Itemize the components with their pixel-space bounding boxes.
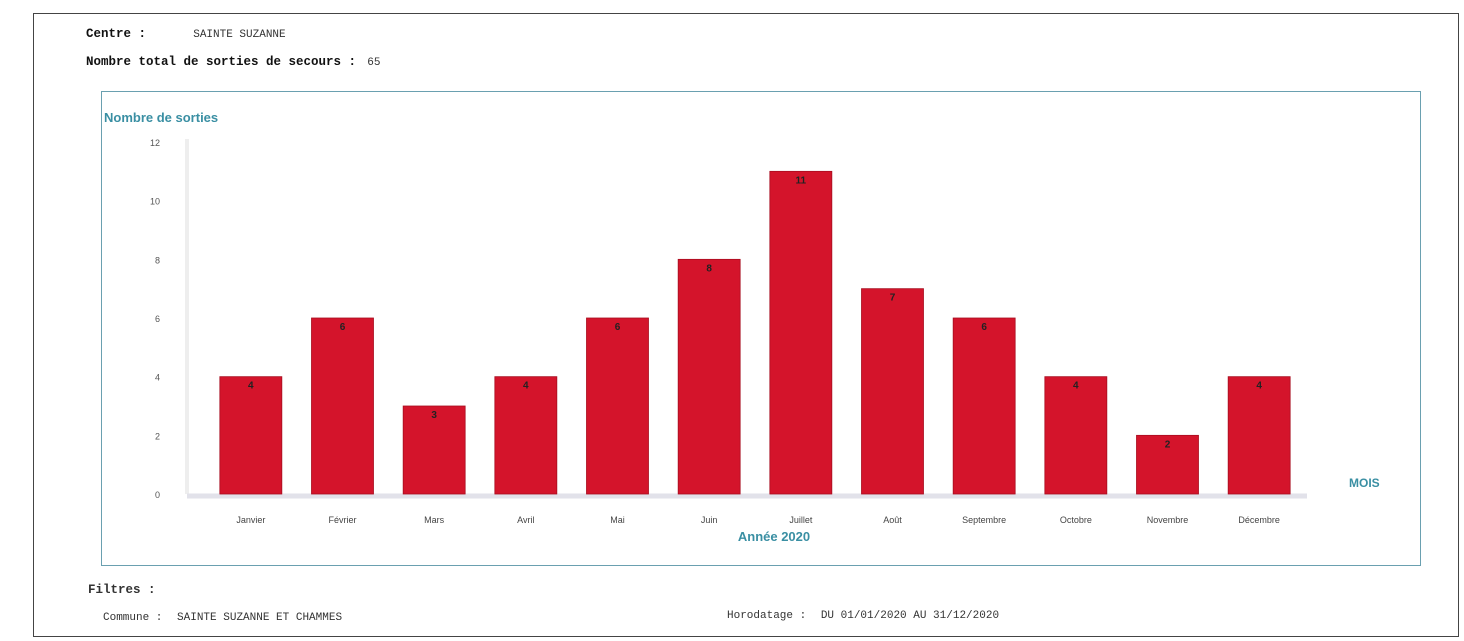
y-tick-label: 10 xyxy=(150,197,160,207)
commune-label: Commune : xyxy=(103,612,163,624)
x-tick-label: Mai xyxy=(610,515,625,525)
bar-value-label: 3 xyxy=(431,410,437,421)
horodatage-label: Horodatage : xyxy=(727,610,807,622)
report-frame xyxy=(33,13,1459,637)
bar xyxy=(769,170,833,495)
bar-value-label: 4 xyxy=(1256,381,1262,392)
filtres-line: Filtres : xyxy=(88,583,156,597)
x-tick-label: Août xyxy=(883,515,902,525)
x-tick-label: Novembre xyxy=(1147,515,1189,525)
bar xyxy=(677,258,741,495)
x-tick-label: Octobre xyxy=(1060,515,1092,525)
y-tick-label: 12 xyxy=(150,138,160,148)
bar-value-label: 4 xyxy=(248,381,254,392)
y-tick-label: 8 xyxy=(155,255,160,265)
bar xyxy=(219,376,283,495)
x-tick-label: Décembre xyxy=(1238,515,1280,525)
total-label: Nombre total de sorties de secours : xyxy=(86,55,357,69)
bar-value-label: 6 xyxy=(981,322,987,333)
commune-line: Commune : SAINTE SUZANNE ET CHAMMES xyxy=(103,612,342,624)
bar xyxy=(1227,376,1291,495)
centre-value: SAINTE SUZANNE xyxy=(193,29,286,41)
bar-value-label: 7 xyxy=(890,293,896,304)
x-tick-label: Janvier xyxy=(236,515,265,525)
bar-value-label: 11 xyxy=(796,175,807,186)
bar xyxy=(402,405,466,495)
chart-box: Nombre de sorties 0 2 4 6 8 10 12 4 Janvier 6 Févri… xyxy=(101,91,1421,566)
bar xyxy=(311,317,374,495)
total-value: 65 xyxy=(367,57,381,69)
bar-value-label: 6 xyxy=(615,322,621,333)
bar xyxy=(1044,376,1108,495)
y-tick-label: 0 xyxy=(155,490,160,500)
total-line: Nombre total de sorties de secours : 65 xyxy=(86,55,380,69)
bar xyxy=(1136,434,1199,495)
bar-value-label: 8 xyxy=(706,263,712,274)
bar xyxy=(586,317,649,495)
y-axis-title: Nombre de sorties xyxy=(104,110,218,125)
commune-value: SAINTE SUZANNE ET CHAMMES xyxy=(177,612,343,624)
bar-value-label: 4 xyxy=(1073,381,1079,392)
centre-line: Centre : SAINTE SUZANNE xyxy=(86,27,286,41)
x-tick-label: Février xyxy=(328,515,356,525)
y-tick-label: 4 xyxy=(155,373,160,383)
y-tick-label: 6 xyxy=(155,314,160,324)
bar-value-label: 2 xyxy=(1165,439,1171,450)
bar-value-label: 4 xyxy=(523,381,529,392)
bar xyxy=(861,288,924,495)
horodatage-line: Horodatage : DU 01/01/2020 AU 31/12/2020 xyxy=(727,610,999,622)
bar xyxy=(952,317,1016,495)
bar-value-label: 6 xyxy=(340,322,346,333)
x-axis-title: Année 2020 xyxy=(738,529,810,544)
x-tick-label: Avril xyxy=(517,515,534,525)
y-tick-label: 2 xyxy=(155,431,160,441)
bar xyxy=(494,376,558,495)
bar-chart: Nombre de sorties 0 2 4 6 8 10 12 4 Janvier 6 Févri… xyxy=(104,110,1380,544)
horodatage-value: DU 01/01/2020 AU 31/12/2020 xyxy=(820,610,1000,622)
x-tick-label: Juillet xyxy=(789,515,813,525)
x-tick-label: Septembre xyxy=(962,515,1006,525)
filtres-label: Filtres : xyxy=(88,583,156,597)
x-tick-label: Juin xyxy=(701,515,718,525)
x-tick-label: Mars xyxy=(424,515,444,525)
centre-label: Centre : xyxy=(86,27,147,41)
x-axis-side-label: MOIS xyxy=(1349,476,1380,490)
